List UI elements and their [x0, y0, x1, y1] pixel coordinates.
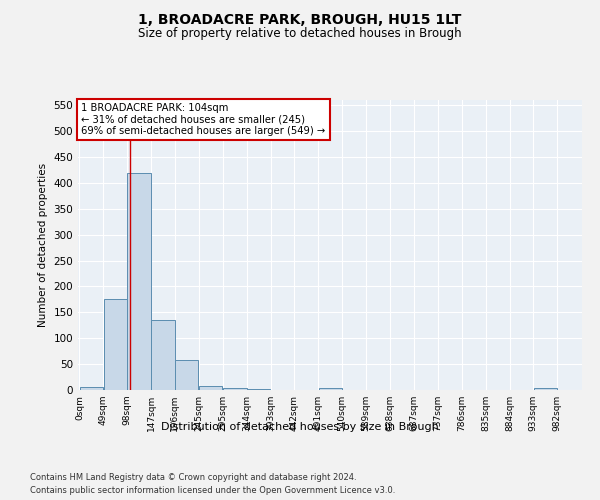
Bar: [151, 320, 175, 390]
Bar: [319, 388, 342, 390]
Bar: [175, 360, 199, 390]
Bar: [127, 172, 151, 390]
Bar: [80, 388, 103, 390]
Text: Contains public sector information licensed under the Open Government Licence v3: Contains public sector information licen…: [30, 486, 395, 495]
Y-axis label: Number of detached properties: Number of detached properties: [38, 163, 48, 327]
Text: 1, BROADACRE PARK, BROUGH, HU15 1LT: 1, BROADACRE PARK, BROUGH, HU15 1LT: [139, 12, 461, 26]
Text: Distribution of detached houses by size in Brough: Distribution of detached houses by size …: [161, 422, 439, 432]
Bar: [533, 388, 557, 390]
Text: Contains HM Land Registry data © Crown copyright and database right 2024.: Contains HM Land Registry data © Crown c…: [30, 472, 356, 482]
Bar: [199, 386, 222, 390]
Bar: [223, 388, 247, 390]
Bar: [104, 300, 127, 390]
Text: 1 BROADACRE PARK: 104sqm
← 31% of detached houses are smaller (245)
69% of semi-: 1 BROADACRE PARK: 104sqm ← 31% of detach…: [82, 102, 326, 136]
Text: Size of property relative to detached houses in Brough: Size of property relative to detached ho…: [138, 28, 462, 40]
